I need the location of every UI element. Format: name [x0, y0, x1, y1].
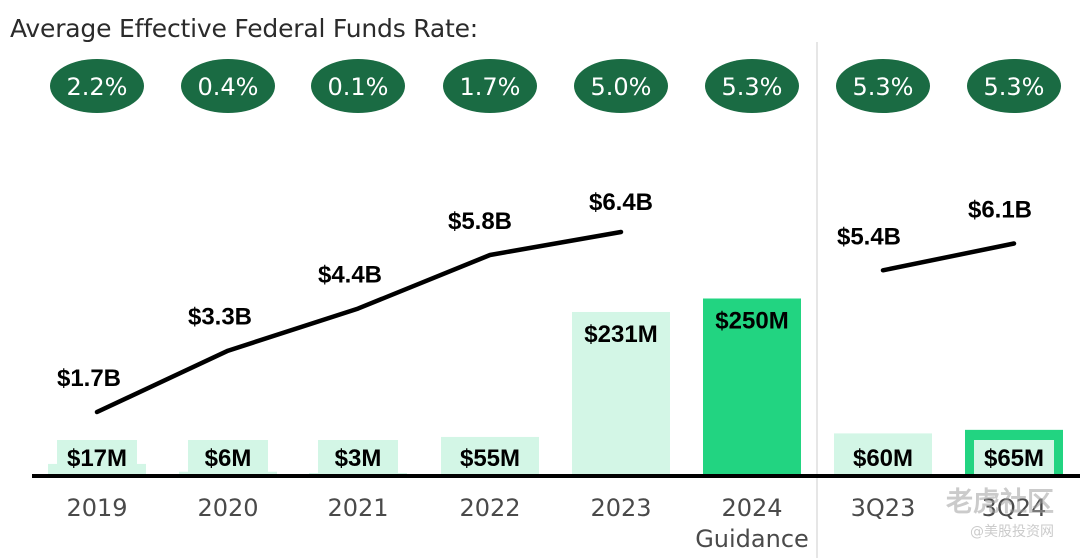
bar-label-bg	[450, 440, 530, 474]
x-tick-label: 2020	[197, 494, 258, 522]
line-value-label: $5.8B	[448, 208, 512, 235]
line-value-label: $6.4B	[589, 189, 653, 216]
bar-value-label: $65M	[984, 445, 1044, 472]
rate-bubble	[311, 59, 405, 113]
x-tick-label-line: 3Q23	[851, 494, 916, 522]
rate-bubble	[836, 59, 930, 113]
rate-label: 0.4%	[198, 73, 259, 101]
rate-label: 0.1%	[328, 73, 389, 101]
x-tick-label: 2021	[327, 494, 388, 522]
rate-bubble	[181, 59, 275, 113]
x-tick-label-line: 2019	[66, 494, 127, 522]
bar-label-bg	[57, 440, 137, 474]
bar-label-bg	[974, 440, 1054, 474]
rate-label: 1.7%	[460, 73, 521, 101]
bar-value-label: $231M	[584, 321, 657, 348]
rate-bubble	[967, 59, 1061, 113]
x-tick-label: 2023	[590, 494, 651, 522]
x-tick-label-line: 2023	[590, 494, 651, 522]
x-tick-label-line: 3Q24	[982, 494, 1047, 522]
rate-label: 2.2%	[67, 73, 128, 101]
x-tick-label: 3Q23	[851, 494, 916, 522]
x-tick-label-line: 2024	[721, 494, 782, 522]
x-tick-label: 2019	[66, 494, 127, 522]
rate-bubble	[50, 59, 144, 113]
bar-value-label: $60M	[853, 445, 913, 472]
x-tick-label-line: 2021	[327, 494, 388, 522]
x-tick-label-line: Guidance	[695, 525, 809, 553]
rate-label: 5.3%	[853, 73, 914, 101]
bar-value-label: $55M	[460, 445, 520, 472]
bar	[703, 298, 801, 476]
line-value-label: $4.4B	[318, 262, 382, 289]
rate-label: 5.0%	[591, 73, 652, 101]
bar-value-label: $6M	[205, 445, 252, 472]
rate-bubble	[574, 59, 668, 113]
series-line	[94, 229, 624, 415]
x-tick-label-line: 2020	[197, 494, 258, 522]
watermark-main: 老虎社区	[946, 487, 1054, 518]
bar-value-label: $250M	[715, 308, 788, 335]
bar-label-bg	[318, 440, 398, 474]
watermark-sub: @美股投资网	[970, 524, 1054, 540]
watermark: 老虎社区 @美股投资网	[946, 480, 1054, 541]
rate-label: 5.3%	[984, 73, 1045, 101]
x-tick-label: 2022	[459, 494, 520, 522]
line-value-label: $3.3B	[188, 304, 252, 331]
bar-value-label: $3M	[335, 445, 382, 472]
line-value-label: $6.1B	[968, 196, 1032, 223]
rate-bubble	[705, 59, 799, 113]
bar	[572, 311, 670, 476]
x-tick-label: 3Q24	[982, 494, 1047, 522]
line-value-label: $5.4B	[837, 223, 901, 250]
rate-label: 5.3%	[722, 73, 783, 101]
bar-label-bg	[843, 440, 923, 474]
bar-value-label: $17M	[67, 445, 127, 472]
line-value-label: $1.7B	[57, 365, 121, 392]
bar-label-bg	[188, 440, 268, 474]
series-line	[880, 241, 1017, 273]
chart-title: Average Effective Federal Funds Rate:	[10, 14, 479, 43]
x-tick-label-line: 2022	[459, 494, 520, 522]
rate-bubble	[443, 59, 537, 113]
x-tick-label: 2024 Guidance	[695, 494, 809, 553]
